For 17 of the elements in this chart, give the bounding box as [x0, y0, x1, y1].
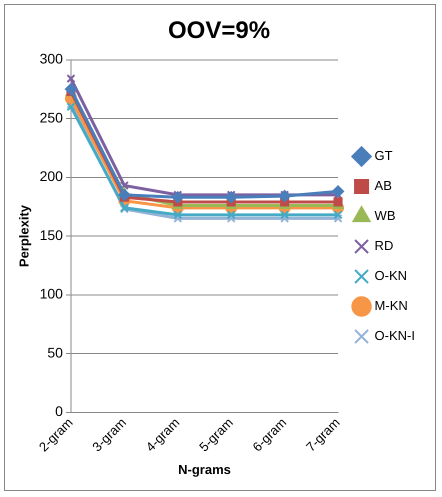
- legend-label: GT: [374, 148, 393, 164]
- x-axis-title: N-grams: [178, 462, 231, 477]
- y-tick-label: 200: [40, 168, 64, 184]
- legend-label: AB: [374, 178, 392, 194]
- y-tick-label: 100: [40, 286, 64, 302]
- y-tick-label: 250: [40, 109, 64, 126]
- y-tick-label: 150: [40, 226, 64, 243]
- y-tick-label: 300: [40, 50, 64, 67]
- y-tick-label: 0: [55, 403, 64, 420]
- legend-label: O-KN: [374, 268, 408, 284]
- legend-label: M-KN: [374, 298, 408, 314]
- legend-label: WB: [374, 208, 396, 224]
- legend-label: RD: [374, 238, 394, 254]
- y-axis-title: Perplexity: [16, 204, 32, 268]
- chart-title: OOV=9%: [168, 17, 270, 44]
- y-tick-label: 50: [47, 344, 64, 360]
- legend-label: O-KN-I: [374, 328, 416, 344]
